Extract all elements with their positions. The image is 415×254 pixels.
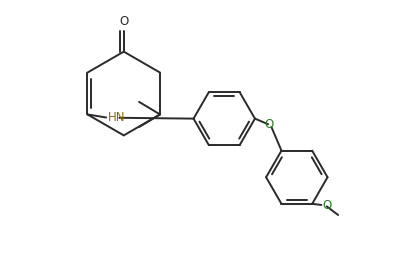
Text: O: O bbox=[265, 118, 274, 131]
Text: O: O bbox=[119, 15, 128, 28]
Text: O: O bbox=[323, 199, 332, 212]
Text: HN: HN bbox=[107, 111, 125, 124]
